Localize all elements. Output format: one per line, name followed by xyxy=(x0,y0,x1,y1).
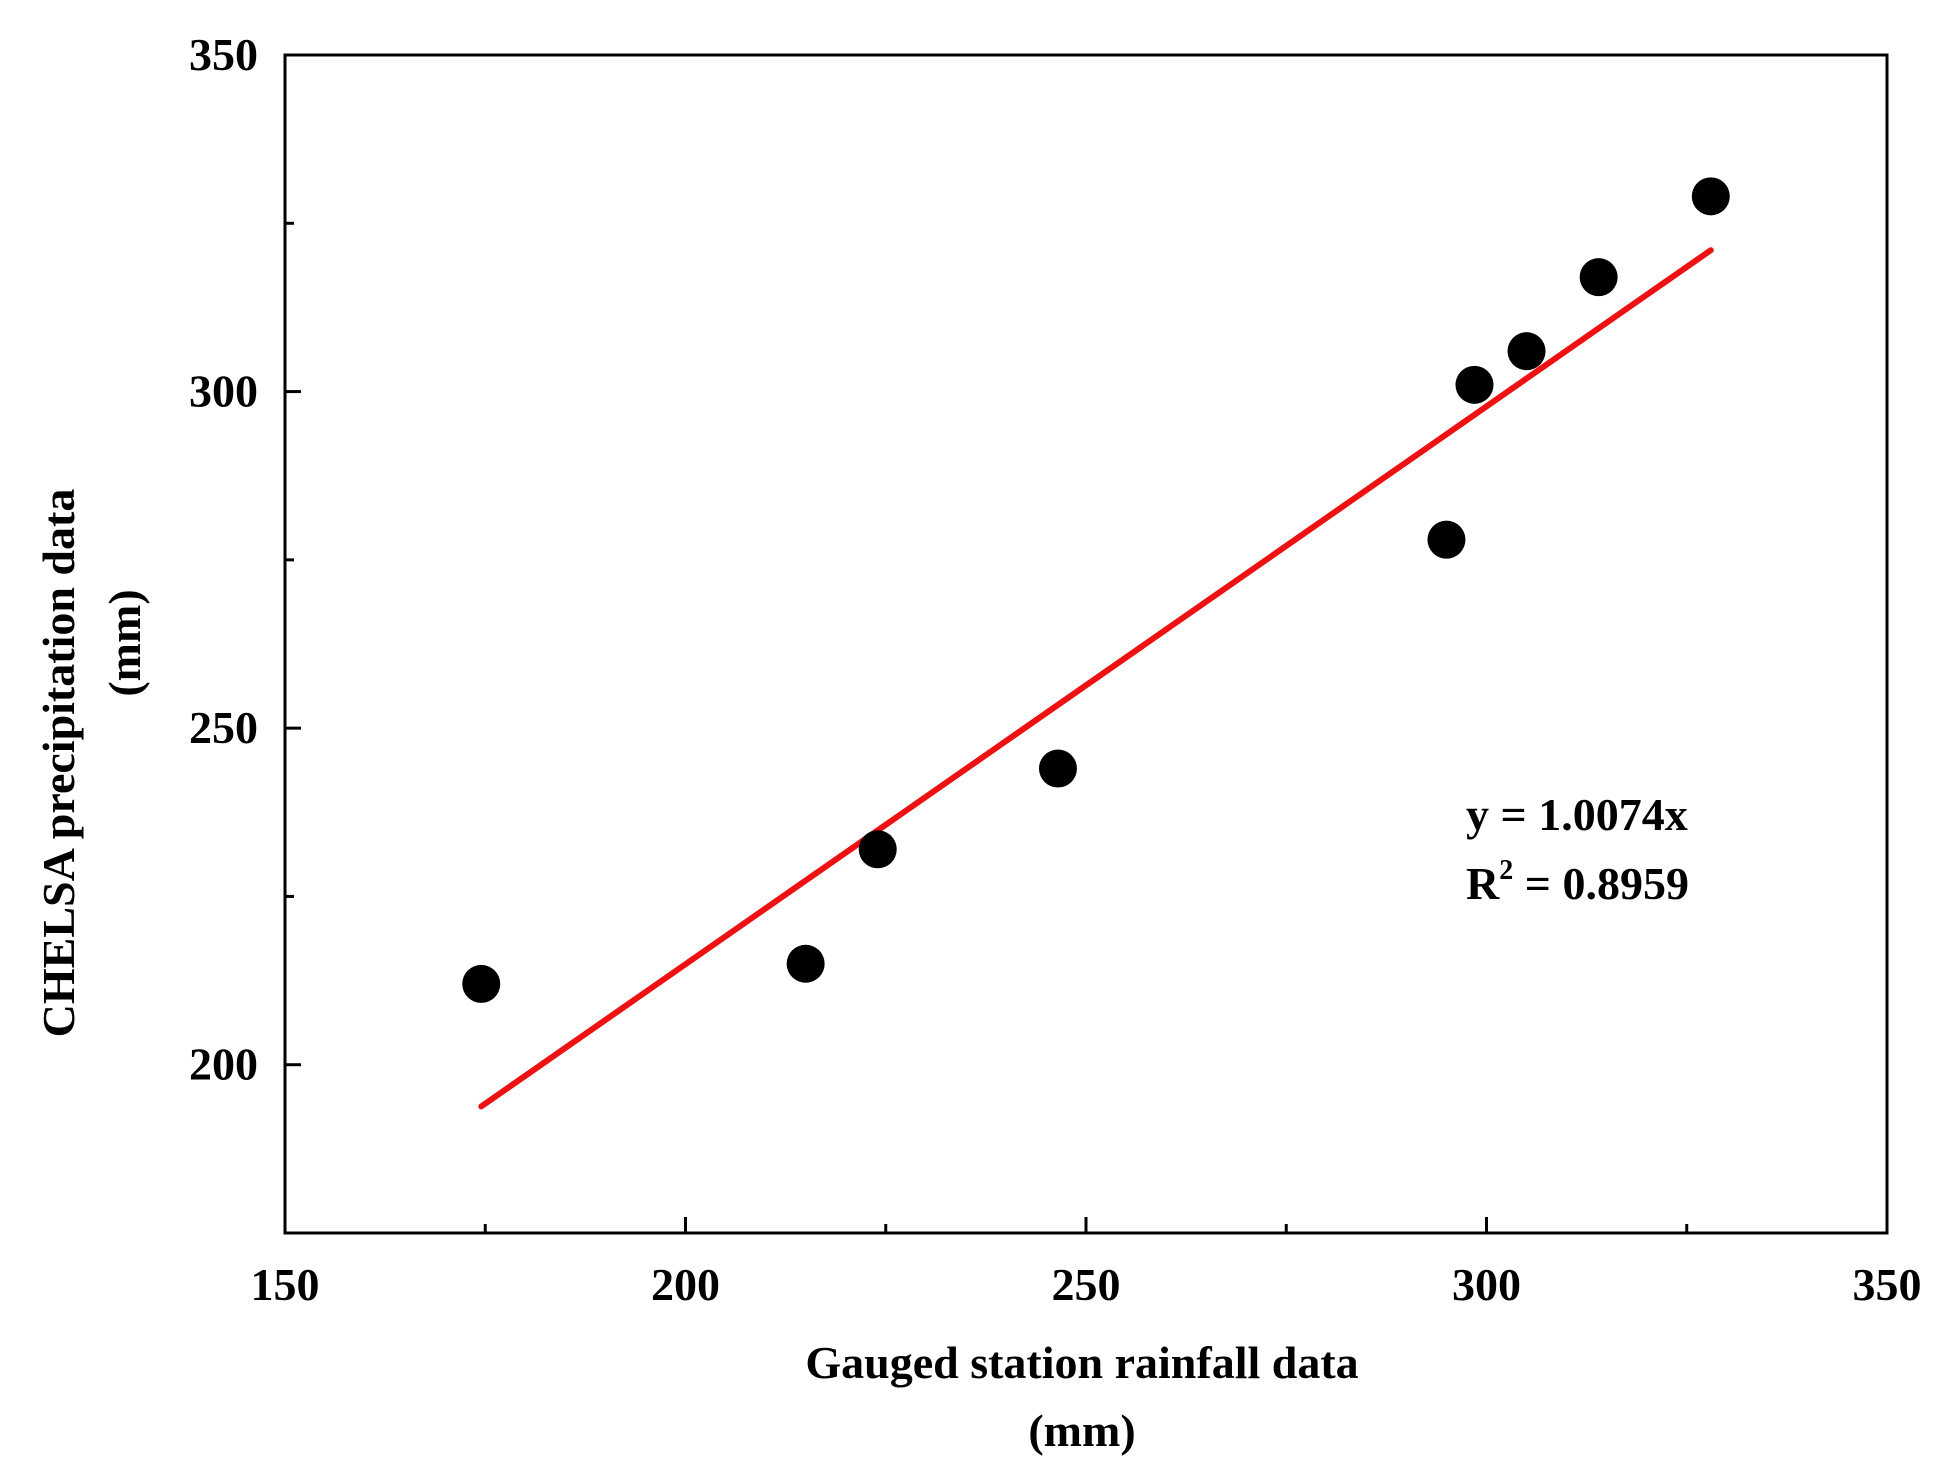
x-tick-label: 300 xyxy=(1452,1259,1521,1310)
plot-frame xyxy=(283,53,1889,1235)
x-tick-label: 200 xyxy=(651,1259,720,1310)
data-point xyxy=(786,944,825,983)
y-tick-label: 300 xyxy=(189,366,258,417)
y-tick-label: 350 xyxy=(189,29,258,80)
data-point xyxy=(1691,177,1730,216)
y-axis-title: CHELSA precipitation data xyxy=(33,489,84,1038)
r-squared-value: = 0.8959 xyxy=(1513,858,1689,909)
x-axis-title: Gauged station rainfall data xyxy=(805,1337,1358,1388)
data-point xyxy=(462,964,501,1003)
x-tick-label: 150 xyxy=(251,1259,320,1310)
y-axis-unit: (mm) xyxy=(99,589,150,696)
data-point xyxy=(1507,332,1546,371)
data-point xyxy=(1579,258,1618,297)
data-point xyxy=(858,830,897,869)
x-tick-label: 350 xyxy=(1853,1259,1922,1310)
ticks-layer xyxy=(283,53,1889,1233)
data-point xyxy=(1427,520,1466,559)
x-axis-unit: (mm) xyxy=(1028,1405,1135,1456)
points-layer xyxy=(462,177,1730,1003)
r-squared-prefix: R xyxy=(1466,858,1500,909)
data-point xyxy=(1455,365,1494,404)
labels-layer: 150 200 250 300 350 200 250 300 350 xyxy=(189,29,1922,1310)
regression-line xyxy=(478,247,1714,1110)
r-squared-superscript: 2 xyxy=(1499,855,1513,886)
data-point xyxy=(1038,749,1077,788)
equation-annotation: y = 1.0074x xyxy=(1466,789,1688,840)
y-tick-label: 200 xyxy=(189,1039,258,1090)
r-squared-annotation: R2 = 0.8959 xyxy=(1466,855,1689,909)
y-tick-label: 250 xyxy=(189,702,258,753)
fit-line-layer xyxy=(478,247,1714,1110)
x-tick-label: 250 xyxy=(1052,1259,1121,1310)
